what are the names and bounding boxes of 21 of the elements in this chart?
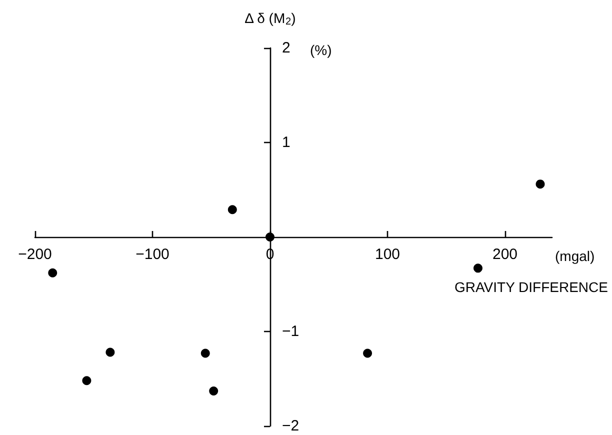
text: (mgal): [555, 248, 595, 264]
y-tick-label: 2: [282, 40, 290, 56]
point: [82, 376, 92, 386]
point: [266, 232, 274, 242]
y-tick-label: −2: [282, 418, 300, 434]
point: [363, 348, 372, 358]
y-tick-label: −1: [282, 323, 300, 340]
point: [473, 264, 482, 273]
point: [228, 205, 237, 214]
y-tick-label: 1: [282, 134, 290, 151]
x-tick-label: 200: [492, 246, 518, 263]
x-tick-label: 100: [374, 246, 400, 263]
point: [48, 268, 58, 278]
point: [106, 348, 115, 357]
x-axis-title: GRAVITY DIFFERENCE: [454, 279, 608, 295]
point: [536, 180, 545, 189]
point: [209, 386, 218, 396]
x-tick-label: −200: [18, 246, 52, 263]
point: [200, 348, 210, 358]
annotation: (%): [310, 42, 332, 58]
x-tick-label: −100: [136, 246, 170, 263]
